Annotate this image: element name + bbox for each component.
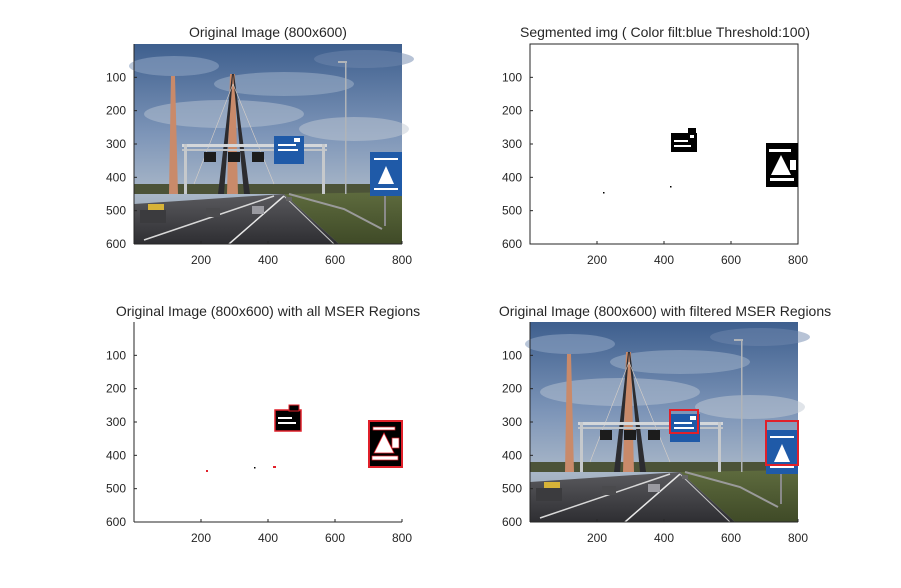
filtered-mser-box-right-sign [765, 420, 799, 466]
y-tick-label: 600 [106, 515, 126, 529]
x-tick-label: 400 [258, 253, 278, 267]
y-tick-label: 400 [106, 170, 126, 184]
y-tick-label: 200 [106, 104, 126, 118]
subplot-title-3: Original Image (800x600) with all MSER R… [116, 303, 420, 319]
y-tick-label: 600 [502, 515, 522, 529]
subplot-filtered-mser: Original Image (800x600) with filtered M… [499, 303, 831, 545]
y-tick-label: 100 [106, 348, 126, 362]
x-tick-label: 200 [191, 253, 211, 267]
y-tick-label: 100 [502, 70, 522, 84]
mser-region-gantry-sign [274, 404, 302, 432]
x-tick-label: 600 [721, 531, 741, 545]
x-tick-label: 600 [325, 253, 345, 267]
subplot-title-4: Original Image (800x600) with filtered M… [499, 303, 831, 319]
filtered-mser-box-gantry-sign [669, 409, 699, 434]
y-tick-label: 500 [106, 482, 126, 496]
mser-region-right-sign [368, 420, 403, 468]
x-tick-label: 800 [788, 253, 808, 267]
x-tick-label: 200 [587, 531, 607, 545]
y-tick-label: 500 [106, 204, 126, 218]
y-tick-label: 400 [502, 170, 522, 184]
y-tick-label: 100 [106, 70, 126, 84]
y-tick-label: 600 [502, 237, 522, 251]
x-tick-label: 800 [392, 253, 412, 267]
x-tick-label: 400 [654, 253, 674, 267]
y-tick-label: 500 [502, 482, 522, 496]
subplot-title-1: Original Image (800x600) [189, 24, 347, 40]
y-tick-label: 200 [502, 104, 522, 118]
subplot-title-2: Segmented img ( Color filt:blue Threshol… [520, 24, 810, 40]
segmented-blob-gantry-sign [671, 128, 697, 152]
subplot-all-mser: Original Image (800x600) with all MSER R… [106, 303, 420, 545]
y-tick-label: 300 [502, 415, 522, 429]
subplot-segmented: Segmented img ( Color filt:blue Threshol… [502, 24, 810, 267]
x-tick-label: 400 [654, 531, 674, 545]
y-tick-label: 400 [106, 448, 126, 462]
axes-background [134, 322, 402, 522]
x-tick-label: 600 [721, 253, 741, 267]
y-tick-label: 300 [106, 415, 126, 429]
x-tick-label: 600 [325, 531, 345, 545]
segmented-blob-right-sign [766, 143, 798, 187]
x-tick-label: 800 [392, 531, 412, 545]
x-tick-label: 200 [587, 253, 607, 267]
axes-box [529, 43, 799, 245]
y-tick-label: 100 [502, 348, 522, 362]
y-tick-label: 300 [502, 137, 522, 151]
x-tick-label: 200 [191, 531, 211, 545]
y-tick-label: 500 [502, 204, 522, 218]
y-tick-label: 200 [502, 382, 522, 396]
x-tick-label: 400 [258, 531, 278, 545]
y-tick-label: 600 [106, 237, 126, 251]
y-tick-label: 300 [106, 137, 126, 151]
y-tick-label: 400 [502, 448, 522, 462]
subplot-original: Original Image (800x600) 200 400 600 800 100… [106, 24, 415, 267]
y-tick-label: 200 [106, 382, 126, 396]
x-tick-label: 800 [788, 531, 808, 545]
